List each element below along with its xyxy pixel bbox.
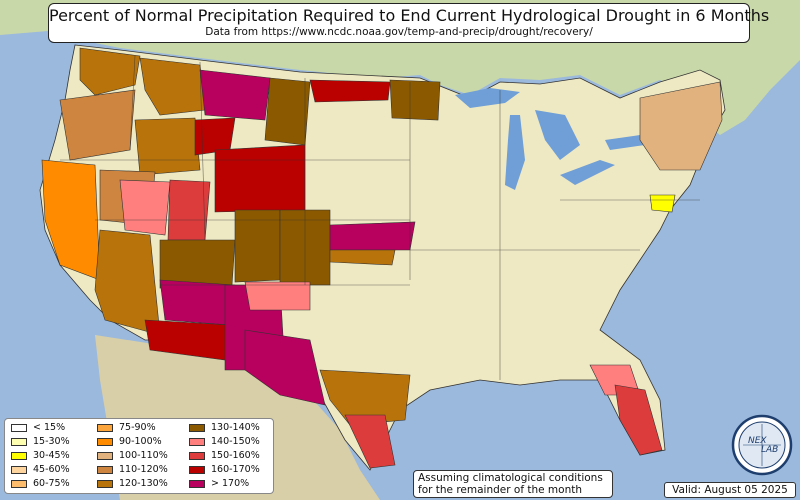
legend-swatch: [11, 437, 27, 446]
legend-item: 75-90%: [97, 422, 156, 434]
region-nevada-central: [119, 179, 171, 236]
lake-erie: [560, 160, 615, 185]
legend-swatch: [189, 465, 205, 474]
legend-swatch: [97, 465, 113, 474]
lake-superior: [455, 88, 520, 108]
legend-item: 110-120%: [97, 464, 168, 476]
region-montana-east: [264, 77, 311, 146]
legend-item: < 15%: [11, 422, 65, 434]
drought-regions: [41, 47, 723, 469]
region-maryland: [649, 194, 676, 213]
legend-label: 130-140%: [211, 422, 260, 433]
region-north-dakota-east: [309, 79, 391, 103]
region-california-central: [41, 159, 101, 281]
legend-item: 15-30%: [11, 436, 70, 448]
logo-text-2: LAB: [761, 445, 778, 455]
legend-label: 150-160%: [211, 450, 260, 461]
region-northeast-coast: [639, 81, 723, 171]
legend-swatch: [11, 479, 27, 488]
title-box: Percent of Normal Precipitation Required…: [48, 3, 770, 43]
legend-label: 110-120%: [119, 464, 168, 475]
legend-item: 60-75%: [11, 478, 70, 490]
legend-swatch: [11, 465, 27, 474]
region-washington-east: [79, 47, 141, 96]
region-kansas-north: [329, 221, 416, 251]
legend: < 15% 15-30% 30-45% 45-60% 60-75% 75-90% 90-10…: [4, 418, 274, 494]
region-minnesota-north: [389, 79, 441, 121]
region-california-south: [94, 229, 161, 336]
map-title: Percent of Normal Precipitation Required…: [49, 6, 770, 25]
legend-item: 150-160%: [189, 450, 260, 462]
legend-swatch: [97, 437, 113, 446]
map-subtitle: Data from https://www.ncdc.noaa.gov/temp…: [205, 26, 593, 38]
legend-swatch: [189, 451, 205, 460]
state-lines: [60, 55, 700, 380]
lake-huron: [535, 110, 580, 160]
region-wyoming-south: [214, 144, 306, 213]
region-montana-central: [199, 69, 271, 121]
lake-ontario: [605, 135, 645, 150]
legend-label: 60-75%: [33, 478, 70, 489]
nexlab-logo: NEX LAB: [731, 414, 793, 476]
legend-item: 130-140%: [189, 422, 260, 434]
note-line-1: Assuming climatological conditions: [418, 472, 603, 484]
region-new-mexico-east: [244, 281, 311, 311]
logo-text: NEX: [748, 436, 767, 446]
legend-label: 100-110%: [119, 450, 168, 461]
region-texas-west: [244, 329, 326, 406]
legend-swatch: [189, 423, 205, 432]
lake-michigan: [505, 115, 525, 190]
legend-item: 45-60%: [11, 464, 70, 476]
region-arizona-north: [159, 279, 236, 326]
legend-swatch: [97, 451, 113, 460]
legend-swatch: [97, 423, 113, 432]
legend-swatch: [189, 479, 205, 488]
legend-label: 160-170%: [211, 464, 260, 475]
legend-label: 75-90%: [119, 422, 156, 433]
region-florida-south: [614, 384, 663, 456]
legend-label: 140-150%: [211, 436, 260, 447]
legend-item: 100-110%: [97, 450, 168, 462]
legend-item: 160-170%: [189, 464, 260, 476]
legend-label: < 15%: [33, 422, 66, 433]
legend-item: 140-150%: [189, 436, 260, 448]
legend-item: > 170%: [189, 478, 249, 490]
note-line-2: for the remainder of the month: [418, 484, 583, 496]
region-oklahoma-north: [329, 249, 396, 266]
region-oregon-east: [59, 89, 136, 161]
legend-item: 30-45%: [11, 450, 70, 462]
legend-label: 30-45%: [33, 450, 70, 461]
legend-label: > 170%: [211, 478, 250, 489]
legend-swatch: [11, 423, 27, 432]
valid-date: Valid: August 05 2025: [664, 482, 796, 498]
legend-label: 15-30%: [33, 436, 70, 447]
legend-item: 120-130%: [97, 478, 168, 490]
legend-swatch: [11, 451, 27, 460]
legend-swatch: [97, 479, 113, 488]
legend-item: 90-100%: [97, 436, 162, 448]
legend-label: 120-130%: [119, 478, 168, 489]
region-colorado-west: [234, 209, 281, 283]
legend-swatch: [189, 437, 205, 446]
region-idaho-south: [134, 117, 201, 176]
region-montana-west: [139, 57, 206, 116]
legend-label: 45-60%: [33, 464, 70, 475]
legend-label: 90-100%: [119, 436, 162, 447]
assumption-note: Assuming climatological conditions for t…: [413, 470, 613, 498]
region-texas-south: [344, 414, 396, 469]
